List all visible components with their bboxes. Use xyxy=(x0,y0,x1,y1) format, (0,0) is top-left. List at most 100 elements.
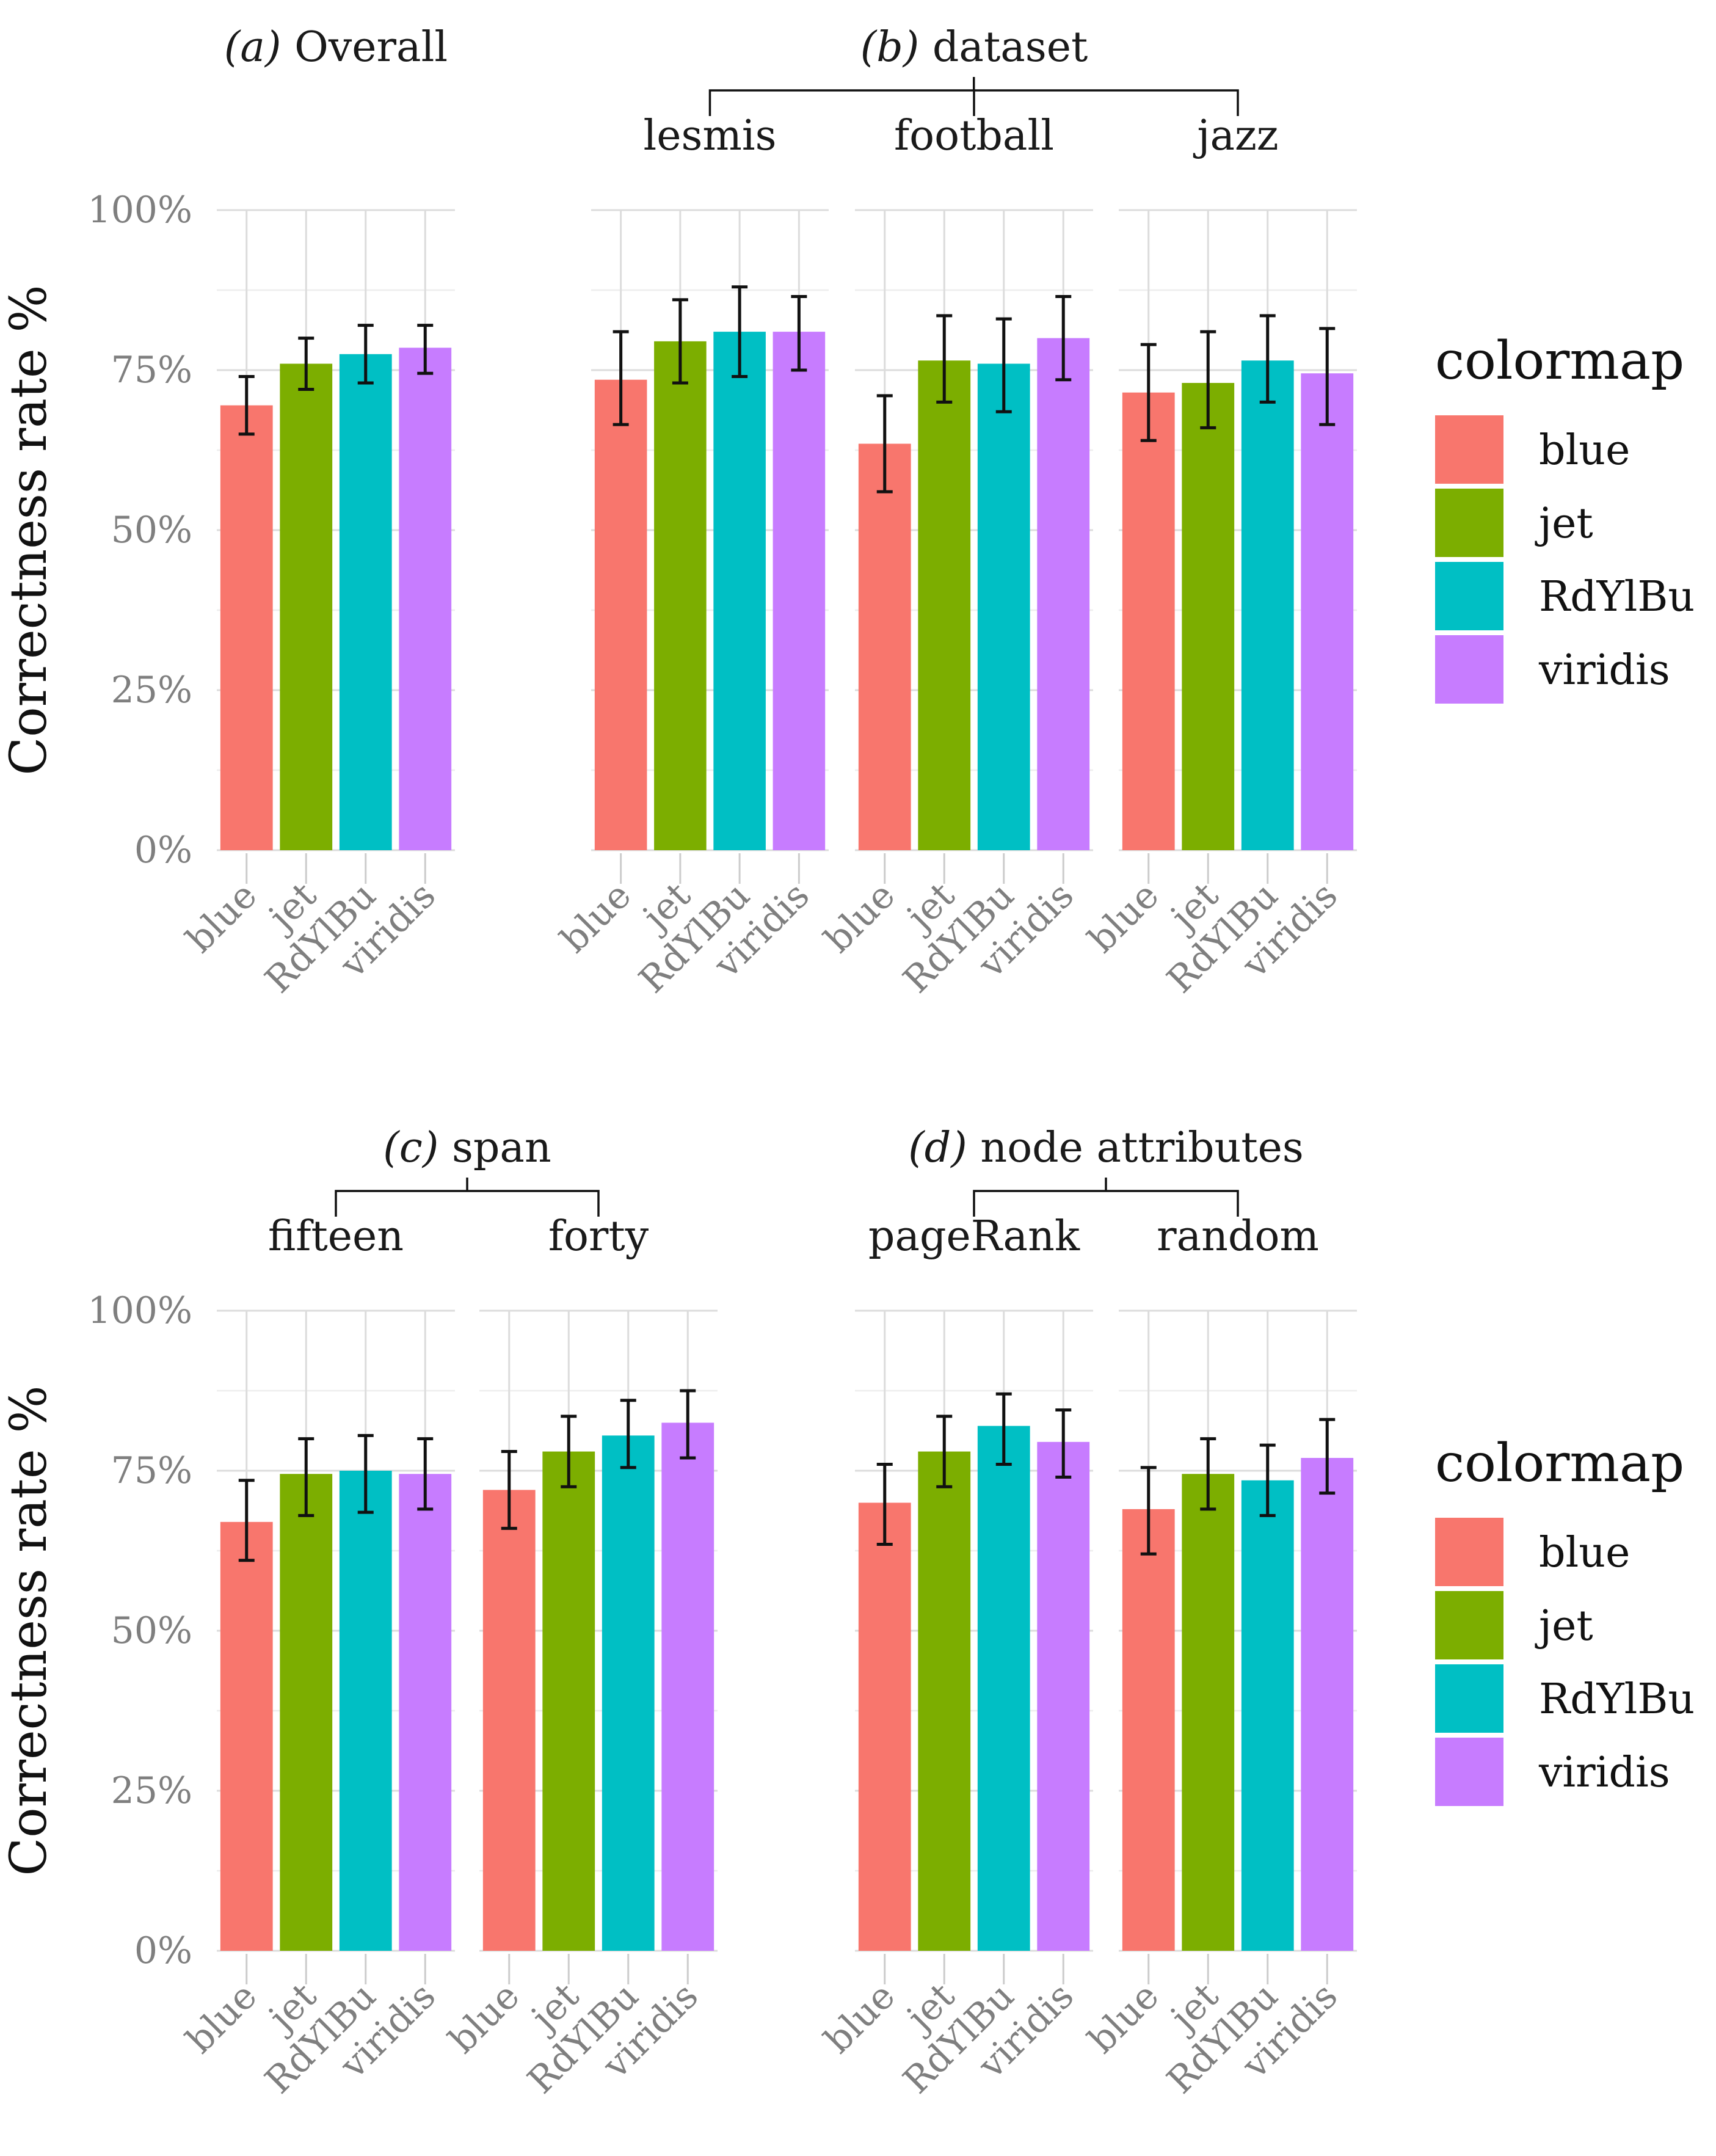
errorbar-d-random-jet xyxy=(1200,1437,1216,1511)
facet-label-forty: forty xyxy=(548,1212,649,1261)
panel-title-prefix: (c) xyxy=(383,1124,452,1172)
facet-bracket-b xyxy=(708,77,1239,116)
bar-d-random-blue xyxy=(1122,1509,1175,1951)
facet-bracket-c xyxy=(335,1178,600,1217)
errorbar-c-fifteen-blue xyxy=(238,1479,255,1562)
errorbar-a-overall-rdylbu xyxy=(357,324,374,385)
errorbar-d-random-rdylbu xyxy=(1259,1443,1276,1517)
errorbar-c-forty-jet xyxy=(561,1415,577,1488)
bar-b-jazz-rdylbu xyxy=(1241,360,1294,850)
errorbar-d-pagerank-jet xyxy=(936,1415,953,1488)
errorbar-b-jazz-blue xyxy=(1140,343,1157,442)
errorbar-d-pagerank-rdylbu xyxy=(995,1392,1012,1466)
errorbar-c-forty-viridis xyxy=(680,1389,696,1460)
x-tick-label: blue xyxy=(1080,1975,1168,2062)
legend-label-rdylbu: RdYlBu xyxy=(1539,573,1695,621)
y-tick-label: 75% xyxy=(111,1449,192,1492)
x-tick-label: blue xyxy=(178,1975,266,2062)
facet-label-random: random xyxy=(1157,1212,1319,1261)
errorbar-b-football-rdylbu xyxy=(995,317,1012,413)
y-tick-label: 50% xyxy=(111,509,192,552)
errorbar-b-football-viridis xyxy=(1055,294,1072,382)
bar-d-pagerank-jet xyxy=(918,1451,971,1951)
errorbar-a-overall-jet xyxy=(298,337,314,391)
bar-a-overall-blue xyxy=(220,405,273,850)
errorbar-b-jazz-rdylbu xyxy=(1259,314,1276,404)
bar-b-jazz-jet xyxy=(1182,382,1235,850)
bar-c-forty-viridis xyxy=(661,1422,714,1951)
legend-key-rdylbu xyxy=(1435,562,1503,630)
panel-title-d: (d) node attributes xyxy=(908,1124,1304,1172)
legend-title: colormap xyxy=(1435,1433,1684,1494)
panel-title-prefix: (d) xyxy=(908,1124,980,1172)
errorbar-c-fifteen-jet xyxy=(298,1437,314,1517)
y-tick-label: 25% xyxy=(111,669,192,712)
legend-key-rdylbu xyxy=(1435,1664,1503,1733)
facet-label-fifteen: fifteen xyxy=(268,1212,404,1261)
facet-label-jazz: jazz xyxy=(1193,112,1278,160)
x-tick-label: blue xyxy=(816,874,904,961)
facet-label-pagerank: pageRank xyxy=(868,1212,1080,1261)
bar-b-football-jet xyxy=(918,360,971,850)
bar-b-football-rdylbu xyxy=(977,363,1030,850)
x-tick-label: blue xyxy=(816,1975,904,2062)
errorbar-b-jazz-jet xyxy=(1200,330,1216,429)
x-tick-label: blue xyxy=(441,1975,528,2062)
bar-c-forty-jet xyxy=(542,1451,595,1951)
bar-b-jazz-viridis xyxy=(1301,373,1354,850)
bar-c-fifteen-rdylbu xyxy=(339,1471,392,1951)
panel-title-prefix: (a) xyxy=(224,23,294,71)
y-tick-label: 100% xyxy=(87,1289,192,1332)
errorbar-b-lesmis-jet xyxy=(672,298,688,385)
legend-key-jet xyxy=(1435,489,1503,557)
bar-b-lesmis-viridis xyxy=(773,332,826,850)
y-axis-title: Correctness rate % xyxy=(0,1385,58,1876)
legend-key-viridis xyxy=(1435,1738,1503,1806)
y-tick-label: 25% xyxy=(111,1769,192,1812)
panel-title-text: Overall xyxy=(294,23,448,71)
facet-label-lesmis: lesmis xyxy=(643,112,776,160)
errorbar-b-lesmis-viridis xyxy=(791,294,807,372)
errorbar-b-lesmis-rdylbu xyxy=(732,285,748,378)
bars-layer xyxy=(220,285,1503,1951)
errorbar-a-overall-viridis xyxy=(417,324,434,375)
bar-d-random-rdylbu xyxy=(1241,1480,1294,1951)
y-tick-label: 50% xyxy=(111,1609,192,1652)
y-tick-label: 0% xyxy=(134,829,192,872)
panel-title-prefix: (b) xyxy=(860,23,933,71)
legend-key-jet xyxy=(1435,1591,1503,1659)
y-tick-label: 0% xyxy=(134,1929,192,1972)
bar-d-pagerank-rdylbu xyxy=(977,1426,1030,1951)
panel-title-a: (a) Overall xyxy=(224,23,448,71)
legend-label-viridis: viridis xyxy=(1538,1749,1670,1797)
legend-label-blue: blue xyxy=(1539,426,1630,475)
bar-b-lesmis-jet xyxy=(654,341,707,850)
x-tick-label: blue xyxy=(553,874,640,961)
legend-title: colormap xyxy=(1435,330,1684,392)
panel-title-text: node attributes xyxy=(980,1124,1303,1172)
errorbar-c-fifteen-viridis xyxy=(417,1437,434,1511)
bar-c-fifteen-viridis xyxy=(399,1474,452,1951)
errorbar-d-pagerank-viridis xyxy=(1055,1408,1072,1479)
legend-label-blue: blue xyxy=(1539,1529,1630,1577)
panel-title-c: (c) span xyxy=(383,1124,551,1172)
errorbar-b-football-jet xyxy=(936,314,953,404)
bar-c-fifteen-blue xyxy=(220,1521,273,1951)
bar-c-forty-rdylbu xyxy=(602,1435,655,1951)
bar-d-pagerank-viridis xyxy=(1037,1441,1090,1951)
y-tick-label: 75% xyxy=(111,349,192,392)
errorbar-a-overall-blue xyxy=(238,374,255,436)
x-tick-label: blue xyxy=(1080,874,1168,961)
bar-b-football-blue xyxy=(858,443,911,850)
panel-title-text: dataset xyxy=(933,23,1088,71)
facet-label-football: football xyxy=(894,112,1054,160)
bar-b-lesmis-rdylbu xyxy=(713,332,766,850)
legend-label-viridis: viridis xyxy=(1538,646,1670,694)
errorbar-c-fifteen-rdylbu xyxy=(357,1433,374,1514)
legend-label-rdylbu: RdYlBu xyxy=(1539,1675,1695,1724)
errorbar-d-pagerank-blue xyxy=(876,1463,893,1546)
x-tick-label: blue xyxy=(178,874,266,961)
bar-a-overall-viridis xyxy=(399,348,452,850)
bar-d-random-viridis xyxy=(1301,1458,1354,1951)
